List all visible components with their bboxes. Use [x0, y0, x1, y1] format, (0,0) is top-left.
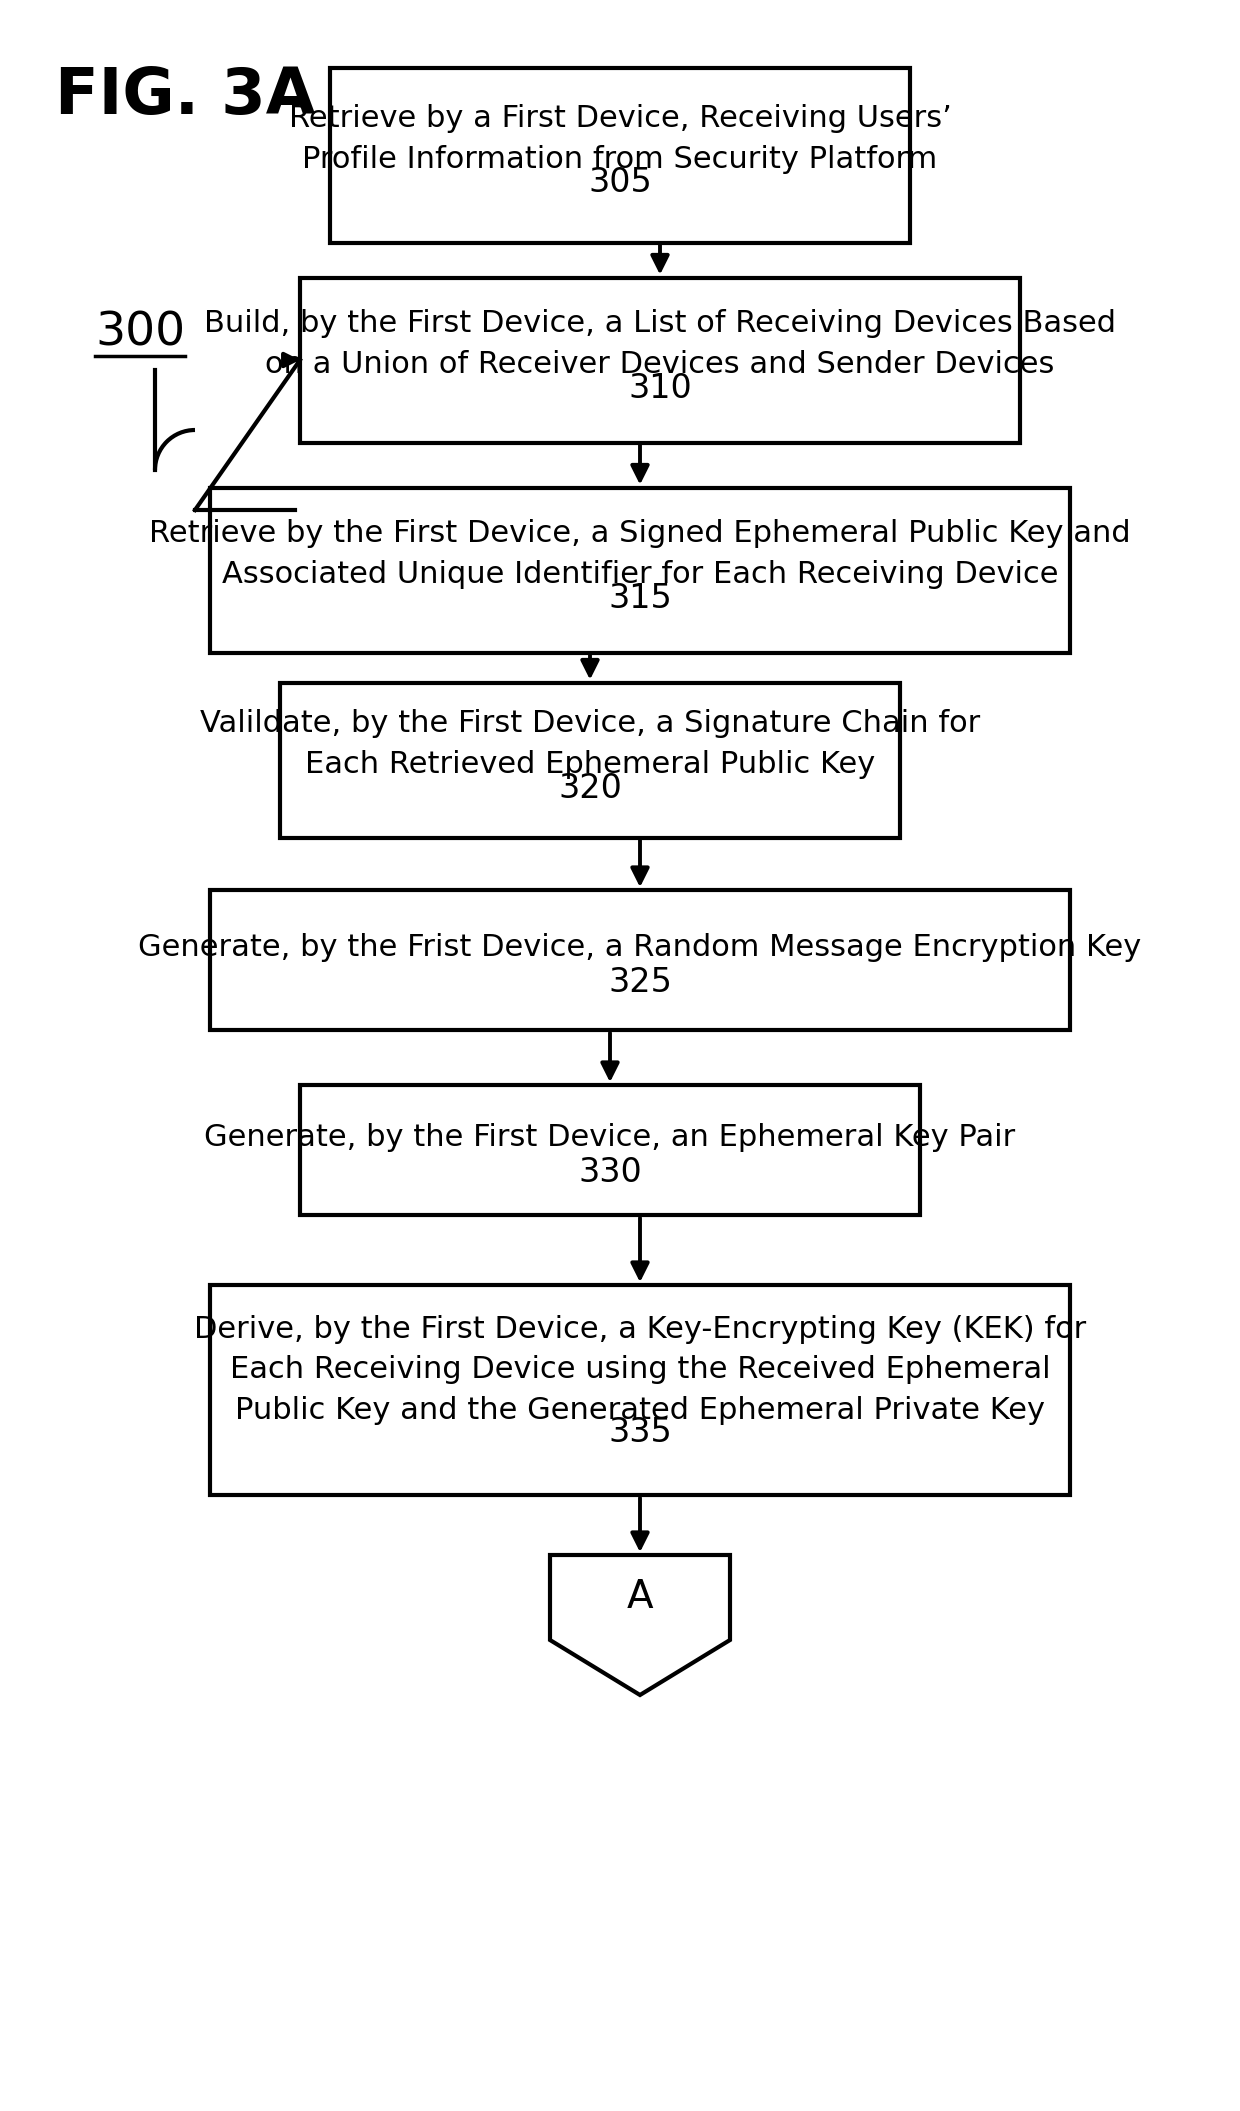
FancyBboxPatch shape — [210, 488, 1070, 652]
FancyBboxPatch shape — [300, 277, 1021, 443]
FancyBboxPatch shape — [330, 68, 910, 243]
Text: 305: 305 — [588, 167, 652, 201]
Text: Valildate, by the First Device, a Signature Chain for
Each Retrieved Ephemeral P: Valildate, by the First Device, a Signat… — [200, 709, 980, 779]
Polygon shape — [551, 1556, 730, 1695]
Text: 320: 320 — [558, 771, 622, 804]
Text: FIG. 3A: FIG. 3A — [55, 65, 315, 127]
Text: 315: 315 — [608, 581, 672, 614]
Text: 325: 325 — [608, 965, 672, 999]
Text: Build, by the First Device, a List of Receiving Devices Based
on a Union of Rece: Build, by the First Device, a List of Re… — [205, 308, 1116, 378]
FancyBboxPatch shape — [280, 682, 900, 838]
Text: 330: 330 — [578, 1155, 642, 1188]
Text: A: A — [626, 1579, 653, 1617]
Text: Retrieve by a First Device, Receiving Users’
Profile Information from Security P: Retrieve by a First Device, Receiving Us… — [289, 103, 951, 173]
Text: 310: 310 — [629, 372, 692, 405]
Text: 335: 335 — [608, 1416, 672, 1448]
FancyBboxPatch shape — [210, 891, 1070, 1030]
Text: Retrieve by the First Device, a Signed Ephemeral Public Key and
Associated Uniqu: Retrieve by the First Device, a Signed E… — [149, 519, 1131, 589]
Text: Derive, by the First Device, a Key-Encrypting Key (KEK) for
Each Receiving Devic: Derive, by the First Device, a Key-Encry… — [193, 1315, 1086, 1425]
Text: 300: 300 — [95, 310, 185, 355]
FancyBboxPatch shape — [210, 1286, 1070, 1495]
Text: Generate, by the First Device, an Ephemeral Key Pair: Generate, by the First Device, an Epheme… — [205, 1123, 1016, 1153]
FancyBboxPatch shape — [300, 1085, 920, 1216]
Text: Generate, by the Frist Device, a Random Message Encryption Key: Generate, by the Frist Device, a Random … — [139, 933, 1142, 963]
